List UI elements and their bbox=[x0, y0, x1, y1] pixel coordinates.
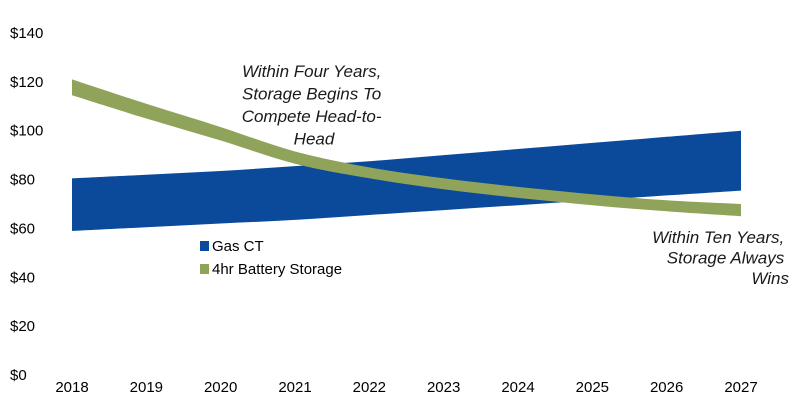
series-band-battery-storage bbox=[72, 79, 741, 217]
x-tick-label: 2019 bbox=[130, 379, 163, 396]
y-tick-label: $20 bbox=[10, 318, 35, 335]
legend-label-gas-ct: Gas CT bbox=[212, 238, 264, 255]
annotation-ten-years-line: Storage Always bbox=[667, 249, 785, 268]
y-tick-label: $140 bbox=[10, 25, 43, 42]
annotation-ten-years-line: Wins bbox=[751, 269, 789, 288]
x-tick-label: 2026 bbox=[650, 379, 683, 396]
x-tick-label: 2020 bbox=[204, 379, 237, 396]
y-tick-label: $120 bbox=[10, 74, 43, 91]
legend-label-battery-storage: 4hr Battery Storage bbox=[212, 261, 342, 278]
y-tick-label: $40 bbox=[10, 269, 35, 286]
x-tick-label: 2025 bbox=[576, 379, 609, 396]
x-tick-label: 2021 bbox=[278, 379, 311, 396]
x-tick-label: 2027 bbox=[724, 379, 757, 396]
annotation-four-years-line: Within Four Years, bbox=[242, 62, 381, 81]
y-axis: $0 $20 $40 $60 $80 $100 $120 $140 bbox=[10, 25, 43, 384]
annotation-ten-years: Within Ten Years, Storage Always Wins bbox=[652, 228, 789, 288]
legend: Gas CT 4hr Battery Storage bbox=[200, 238, 342, 278]
y-tick-label: $80 bbox=[10, 172, 35, 189]
y-tick-label: $100 bbox=[10, 123, 43, 140]
legend-swatch-gas-ct bbox=[200, 241, 209, 251]
annotation-four-years: Within Four Years, Storage Begins To Com… bbox=[242, 62, 387, 149]
x-tick-label: 2023 bbox=[427, 379, 460, 396]
y-tick-label: $0 bbox=[10, 367, 27, 384]
x-tick-label: 2024 bbox=[501, 379, 534, 396]
x-tick-label: 2022 bbox=[353, 379, 386, 396]
annotation-four-years-line: Head bbox=[294, 130, 335, 149]
y-tick-label: $60 bbox=[10, 220, 35, 237]
x-axis: 2018 2019 2020 2021 2022 2023 2024 2025 2026 2027 bbox=[55, 379, 757, 396]
annotation-four-years-line: Compete Head-to- bbox=[242, 107, 382, 126]
annotation-ten-years-line: Within Ten Years, bbox=[652, 228, 784, 247]
x-tick-label: 2018 bbox=[55, 379, 88, 396]
legend-swatch-battery-storage bbox=[200, 264, 209, 274]
plot-area bbox=[72, 79, 741, 231]
annotation-four-years-line: Storage Begins To bbox=[242, 85, 381, 104]
